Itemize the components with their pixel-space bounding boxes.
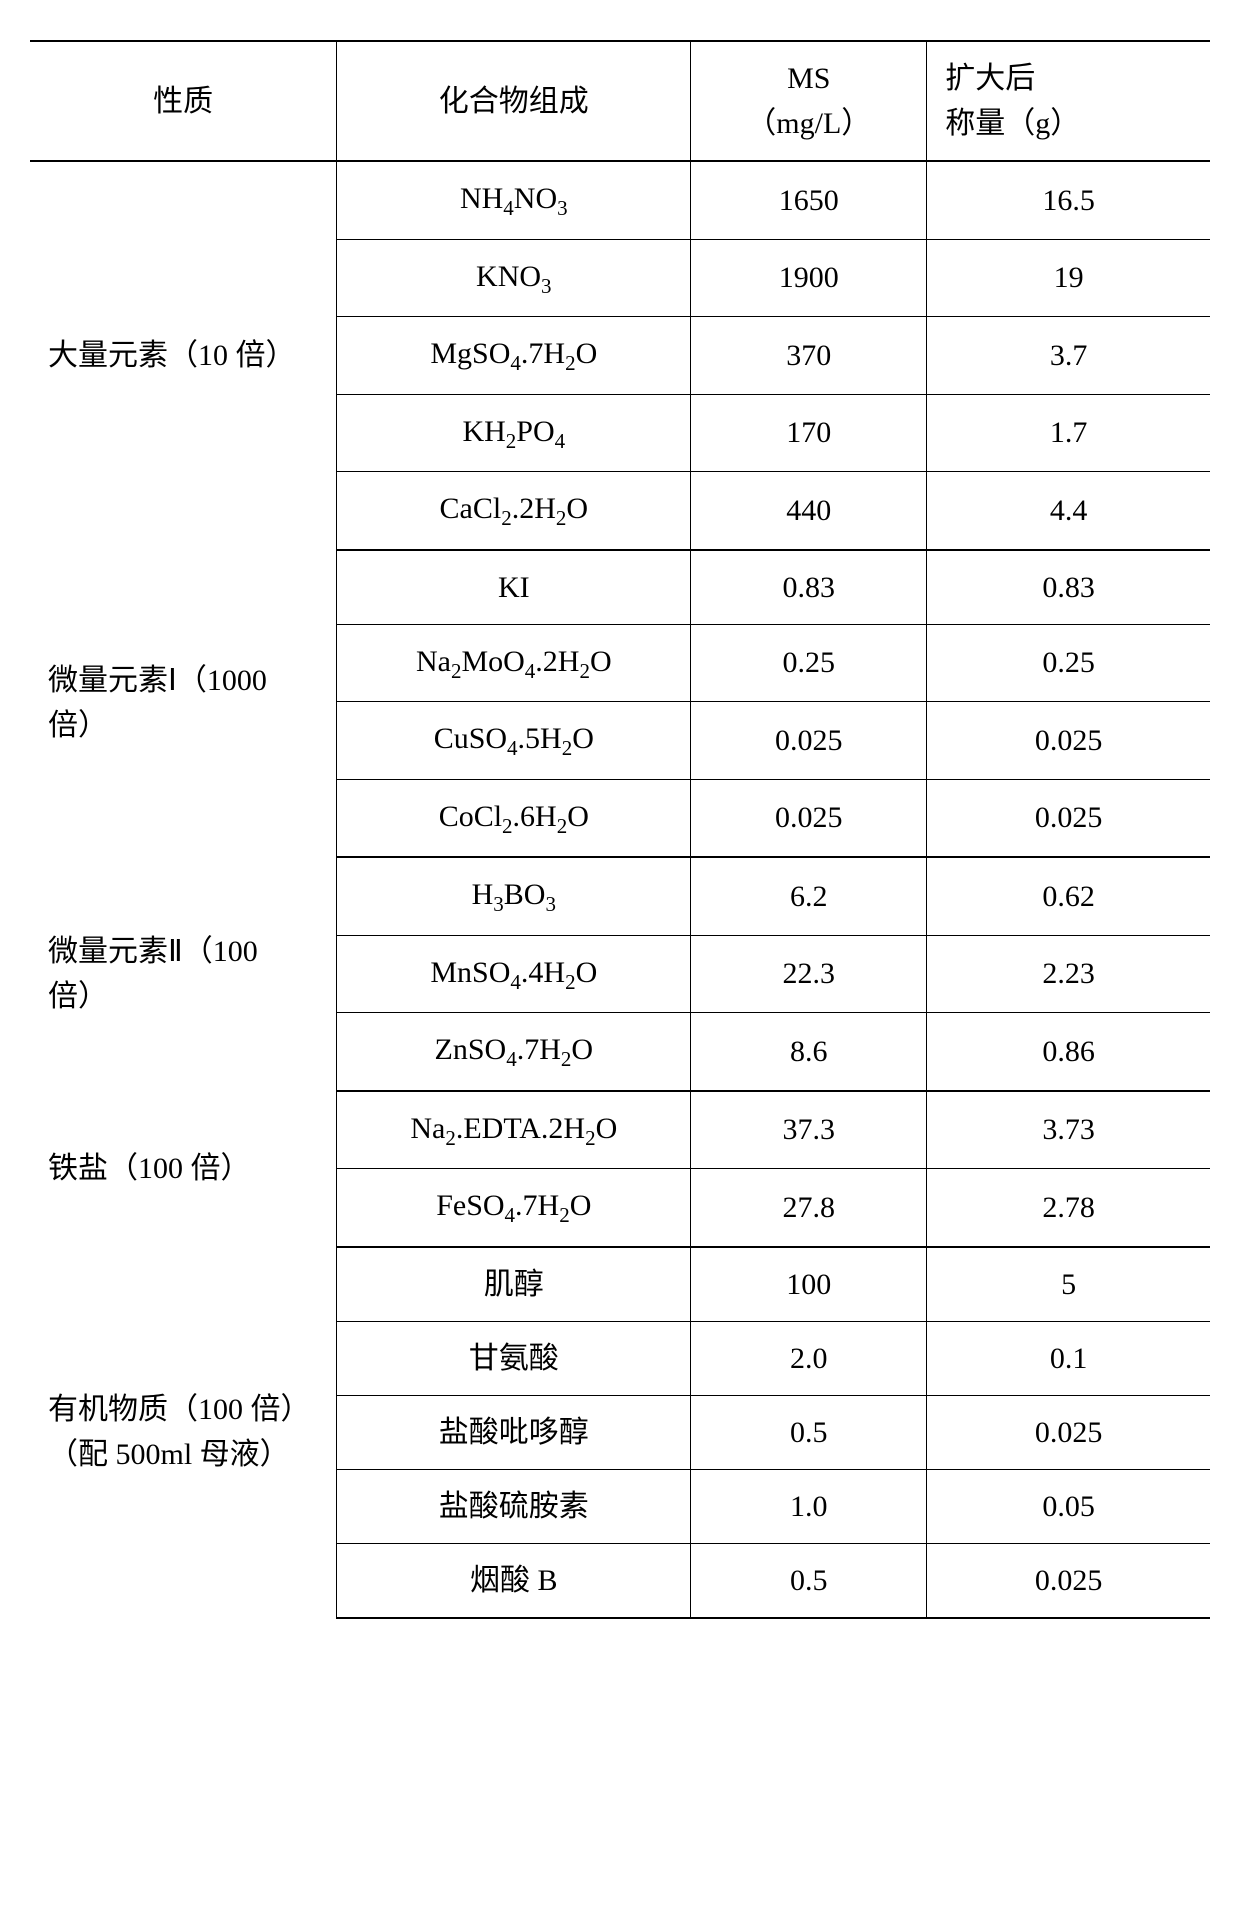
category-cell: 微量元素Ⅰ（1000倍） bbox=[30, 550, 337, 858]
category-cell: 铁盐（100 倍） bbox=[30, 1091, 337, 1247]
compound-cell: H3BO3 bbox=[337, 857, 691, 935]
compound-cell: NH4NO3 bbox=[337, 161, 691, 239]
scaled-cell: 0.86 bbox=[927, 1013, 1210, 1091]
ms-cell: 1.0 bbox=[691, 1469, 927, 1543]
ms-cell: 0.5 bbox=[691, 1543, 927, 1618]
scaled-cell: 0.025 bbox=[927, 1543, 1210, 1618]
ms-cell: 0.25 bbox=[691, 624, 927, 702]
scaled-cell: 2.78 bbox=[927, 1169, 1210, 1247]
compound-cell: CaCl2.2H2O bbox=[337, 472, 691, 550]
category-cell: 有机物质（100 倍）（配 500ml 母液） bbox=[30, 1247, 337, 1618]
ms-cell: 0.025 bbox=[691, 779, 927, 857]
compound-cell: Na2.EDTA.2H2O bbox=[337, 1091, 691, 1169]
col-header-scaled: 扩大后称量（g） bbox=[927, 41, 1210, 161]
compound-cell: MgSO4.7H2O bbox=[337, 317, 691, 395]
compound-cell: Na2MoO4.2H2O bbox=[337, 624, 691, 702]
ms-cell: 440 bbox=[691, 472, 927, 550]
compound-cell: ZnSO4.7H2O bbox=[337, 1013, 691, 1091]
scaled-cell: 3.7 bbox=[927, 317, 1210, 395]
ms-cell: 6.2 bbox=[691, 857, 927, 935]
compound-cell: KH2PO4 bbox=[337, 394, 691, 472]
table-row: 大量元素（10 倍）NH4NO3165016.5 bbox=[30, 161, 1210, 239]
compound-cell: 烟酸 B bbox=[337, 1543, 691, 1618]
scaled-cell: 2.23 bbox=[927, 935, 1210, 1013]
ms-cell: 8.6 bbox=[691, 1013, 927, 1091]
table-row: 铁盐（100 倍）Na2.EDTA.2H2O37.33.73 bbox=[30, 1091, 1210, 1169]
ms-medium-table: 性质化合物组成MS（mg/L）扩大后称量（g）大量元素（10 倍）NH4NO31… bbox=[30, 40, 1210, 1619]
col-header-ms: MS（mg/L） bbox=[691, 41, 927, 161]
scaled-cell: 19 bbox=[927, 239, 1210, 317]
ms-cell: 27.8 bbox=[691, 1169, 927, 1247]
compound-cell: CuSO4.5H2O bbox=[337, 702, 691, 780]
scaled-cell: 4.4 bbox=[927, 472, 1210, 550]
compound-cell: 肌醇 bbox=[337, 1247, 691, 1322]
table-header-row: 性质化合物组成MS（mg/L）扩大后称量（g） bbox=[30, 41, 1210, 161]
scaled-cell: 0.05 bbox=[927, 1469, 1210, 1543]
ms-cell: 0.5 bbox=[691, 1395, 927, 1469]
ms-cell: 37.3 bbox=[691, 1091, 927, 1169]
scaled-cell: 3.73 bbox=[927, 1091, 1210, 1169]
scaled-cell: 0.83 bbox=[927, 550, 1210, 625]
compound-cell: CoCl2.6H2O bbox=[337, 779, 691, 857]
compound-cell: KI bbox=[337, 550, 691, 625]
table-row: 有机物质（100 倍）（配 500ml 母液）肌醇1005 bbox=[30, 1247, 1210, 1322]
scaled-cell: 0.025 bbox=[927, 779, 1210, 857]
ms-cell: 22.3 bbox=[691, 935, 927, 1013]
table-row: 微量元素Ⅱ（100倍）H3BO36.20.62 bbox=[30, 857, 1210, 935]
scaled-cell: 5 bbox=[927, 1247, 1210, 1322]
category-cell: 大量元素（10 倍） bbox=[30, 161, 337, 550]
ms-cell: 2.0 bbox=[691, 1321, 927, 1395]
scaled-cell: 0.025 bbox=[927, 1395, 1210, 1469]
compound-cell: MnSO4.4H2O bbox=[337, 935, 691, 1013]
ms-cell: 1900 bbox=[691, 239, 927, 317]
compound-cell: KNO3 bbox=[337, 239, 691, 317]
ms-cell: 100 bbox=[691, 1247, 927, 1322]
compound-cell: 盐酸吡哆醇 bbox=[337, 1395, 691, 1469]
compound-cell: 甘氨酸 bbox=[337, 1321, 691, 1395]
col-header-compound: 化合物组成 bbox=[337, 41, 691, 161]
table-row: 微量元素Ⅰ（1000倍）KI0.830.83 bbox=[30, 550, 1210, 625]
scaled-cell: 1.7 bbox=[927, 394, 1210, 472]
ms-cell: 0.83 bbox=[691, 550, 927, 625]
category-cell: 微量元素Ⅱ（100倍） bbox=[30, 857, 337, 1091]
scaled-cell: 0.62 bbox=[927, 857, 1210, 935]
compound-cell: 盐酸硫胺素 bbox=[337, 1469, 691, 1543]
scaled-cell: 0.1 bbox=[927, 1321, 1210, 1395]
ms-cell: 1650 bbox=[691, 161, 927, 239]
scaled-cell: 0.025 bbox=[927, 702, 1210, 780]
ms-cell: 0.025 bbox=[691, 702, 927, 780]
ms-cell: 170 bbox=[691, 394, 927, 472]
ms-cell: 370 bbox=[691, 317, 927, 395]
col-header-property: 性质 bbox=[30, 41, 337, 161]
scaled-cell: 0.25 bbox=[927, 624, 1210, 702]
compound-cell: FeSO4.7H2O bbox=[337, 1169, 691, 1247]
scaled-cell: 16.5 bbox=[927, 161, 1210, 239]
